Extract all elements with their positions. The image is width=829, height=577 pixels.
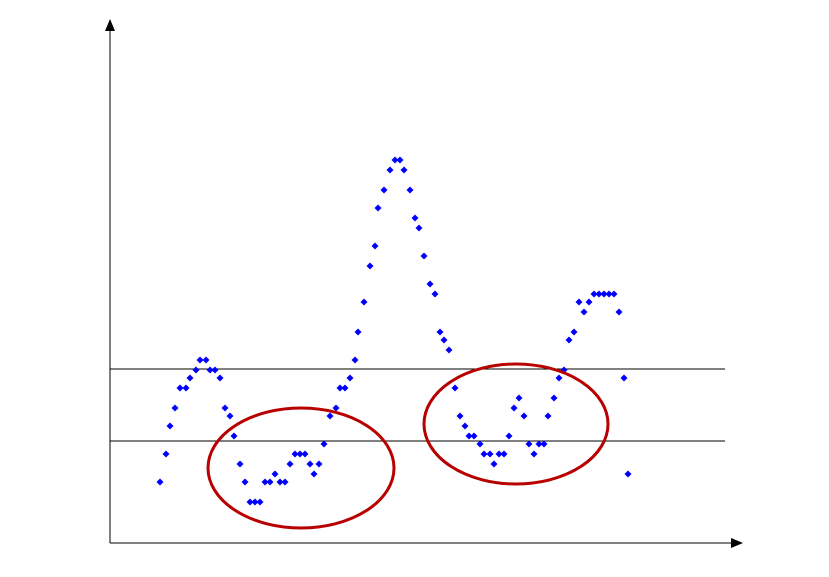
point xyxy=(624,470,632,478)
point xyxy=(580,308,588,316)
point xyxy=(241,478,249,486)
point xyxy=(440,336,448,344)
point xyxy=(206,366,214,374)
point xyxy=(590,290,598,298)
point xyxy=(380,186,388,194)
point xyxy=(211,366,219,374)
point xyxy=(230,432,238,440)
point xyxy=(374,204,382,212)
point xyxy=(202,356,210,364)
point xyxy=(291,450,299,458)
point xyxy=(186,374,194,382)
point xyxy=(271,470,279,478)
point xyxy=(515,394,523,402)
point xyxy=(326,412,334,420)
point xyxy=(236,460,244,468)
point xyxy=(306,460,314,468)
point xyxy=(336,384,344,392)
point xyxy=(431,290,439,298)
point xyxy=(520,412,528,420)
plot xyxy=(110,156,725,506)
point xyxy=(196,356,204,364)
point xyxy=(162,450,170,458)
point xyxy=(354,328,362,336)
point xyxy=(391,156,399,164)
point xyxy=(465,432,473,440)
point xyxy=(226,412,234,420)
point xyxy=(605,290,613,298)
point xyxy=(171,404,179,412)
point xyxy=(585,298,593,306)
point xyxy=(420,252,428,260)
point xyxy=(525,440,533,448)
point xyxy=(540,440,548,448)
point xyxy=(426,280,434,288)
point xyxy=(192,366,200,374)
point xyxy=(296,450,304,458)
point xyxy=(320,440,328,448)
point xyxy=(371,242,379,250)
point xyxy=(436,328,444,336)
point xyxy=(544,412,552,420)
point xyxy=(341,384,349,392)
point xyxy=(216,374,224,382)
point xyxy=(400,166,408,174)
point xyxy=(470,432,478,440)
highlight-ellipse xyxy=(422,362,610,486)
point xyxy=(595,290,603,298)
point xyxy=(530,450,538,458)
point xyxy=(500,450,508,458)
point xyxy=(445,346,453,354)
point xyxy=(610,290,618,298)
point xyxy=(166,422,174,430)
point xyxy=(251,498,259,506)
point xyxy=(451,384,459,392)
point xyxy=(461,422,469,430)
point xyxy=(456,412,464,420)
point xyxy=(261,478,269,486)
point xyxy=(246,498,254,506)
point xyxy=(386,166,394,174)
point xyxy=(276,478,284,486)
point xyxy=(535,440,543,448)
point xyxy=(510,404,518,412)
point xyxy=(182,384,190,392)
point xyxy=(555,374,563,382)
point xyxy=(266,478,274,486)
point xyxy=(495,450,503,458)
point xyxy=(550,394,558,402)
point xyxy=(411,214,419,222)
point xyxy=(575,298,583,306)
point xyxy=(396,156,404,164)
point xyxy=(415,224,423,232)
point xyxy=(281,478,289,486)
point xyxy=(156,478,164,486)
point xyxy=(301,450,309,458)
point xyxy=(570,328,578,336)
point xyxy=(486,450,494,458)
point xyxy=(476,440,484,448)
point xyxy=(315,460,323,468)
point xyxy=(351,356,359,364)
point xyxy=(221,404,229,412)
point xyxy=(406,186,414,194)
point xyxy=(615,308,623,316)
point xyxy=(332,404,340,412)
point xyxy=(176,384,184,392)
point xyxy=(620,374,628,382)
point xyxy=(366,262,374,270)
point xyxy=(480,450,488,458)
point xyxy=(286,460,294,468)
point xyxy=(310,470,318,478)
point xyxy=(256,498,264,506)
highlight-ellipse xyxy=(206,406,396,530)
point xyxy=(505,432,513,440)
point xyxy=(346,374,354,382)
point xyxy=(565,336,573,344)
point xyxy=(360,298,368,306)
point xyxy=(490,460,498,468)
point xyxy=(600,290,608,298)
